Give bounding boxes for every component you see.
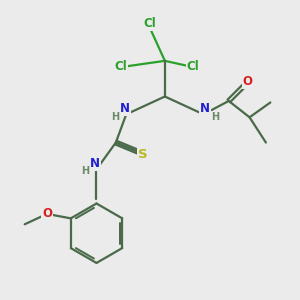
Text: Cl: Cl bbox=[144, 17, 156, 30]
Text: O: O bbox=[42, 207, 52, 220]
Text: Cl: Cl bbox=[114, 60, 127, 73]
Text: H: H bbox=[81, 166, 89, 176]
Text: N: N bbox=[90, 158, 100, 170]
Text: N: N bbox=[120, 103, 130, 116]
Text: H: H bbox=[211, 112, 219, 122]
Text: N: N bbox=[200, 103, 210, 116]
Text: O: O bbox=[242, 75, 253, 88]
Text: H: H bbox=[111, 112, 119, 122]
Text: Cl: Cl bbox=[187, 60, 200, 73]
Text: S: S bbox=[138, 148, 147, 161]
